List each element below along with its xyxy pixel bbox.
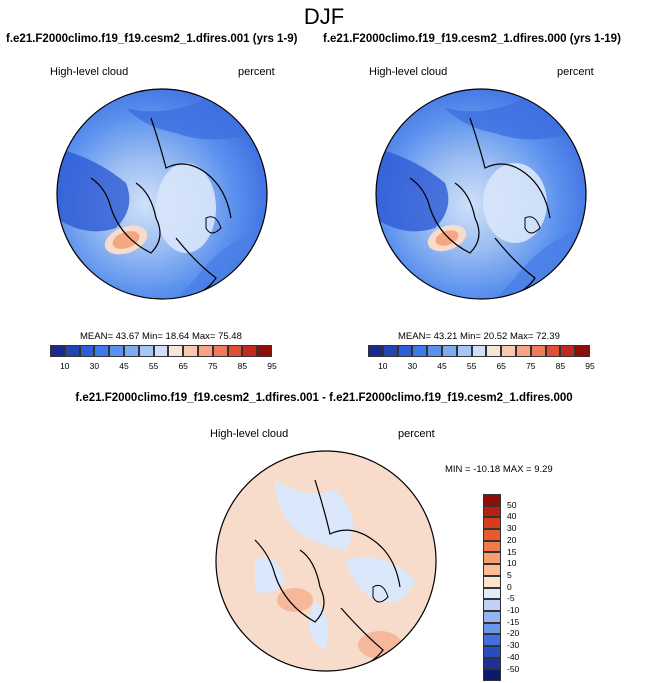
colorbar-tick-label: 55 bbox=[148, 361, 159, 371]
colorbar-swatch bbox=[483, 587, 501, 600]
colorbar-swatch bbox=[483, 540, 501, 553]
colorbar-swatch bbox=[382, 345, 398, 357]
colorbar-swatch bbox=[545, 345, 561, 357]
colorbar-swatch bbox=[483, 622, 501, 635]
colorbar-swatch bbox=[483, 634, 501, 646]
diff-variable-label: High-level cloud bbox=[210, 428, 289, 440]
colorbar-swatch bbox=[456, 345, 472, 357]
panel-1-units-label: percent bbox=[238, 66, 275, 78]
colorbar-tick-label: 30 bbox=[407, 361, 418, 371]
panel-2-case-title: f.e21.F2000climo.f19_f19.cesm2_1.dfires.… bbox=[323, 33, 621, 45]
colorbar-tick-label: -50 bbox=[507, 663, 520, 674]
diff-polar-map bbox=[215, 450, 437, 672]
panel-1-variable-label: High-level cloud bbox=[50, 66, 129, 78]
colorbar-swatch bbox=[483, 657, 501, 670]
colorbar-swatch bbox=[79, 345, 95, 357]
diff-colorbar bbox=[483, 494, 501, 681]
colorbar-tick-label: 45 bbox=[437, 361, 447, 371]
colorbar-tick-label: 45 bbox=[119, 361, 129, 371]
colorbar-tick-label: -30 bbox=[507, 640, 520, 651]
colorbar-tick-label: 15 bbox=[507, 546, 517, 557]
colorbar-swatch bbox=[397, 345, 413, 357]
colorbar-tick-label: 30 bbox=[507, 523, 517, 534]
colorbar-swatch bbox=[575, 345, 590, 357]
season-title: DJF bbox=[303, 4, 345, 29]
panel-2-stats: MEAN= 43.21 Min= 20.52 Max= 72.39 bbox=[398, 331, 560, 342]
colorbar-swatch bbox=[138, 345, 154, 357]
colorbar-swatch bbox=[530, 345, 546, 357]
panel-1-stats: MEAN= 43.67 Min= 18.64 Max= 75.48 bbox=[80, 331, 242, 342]
colorbar-swatch bbox=[483, 645, 501, 658]
colorbar-tick-label: -20 bbox=[507, 628, 520, 639]
panel-1-colorbar-ticks: 10 30 45 55 65 75 85 95 bbox=[50, 361, 277, 373]
panel-2-polar-map bbox=[375, 88, 587, 300]
colorbar-swatch bbox=[168, 345, 184, 357]
colorbar-swatch bbox=[153, 345, 169, 357]
colorbar-swatch bbox=[412, 345, 428, 357]
panel-1-polar-map bbox=[56, 88, 268, 300]
colorbar-swatch bbox=[212, 345, 228, 357]
colorbar-swatch bbox=[183, 345, 198, 357]
colorbar-tick-label: 65 bbox=[178, 361, 188, 371]
colorbar-tick-label: 75 bbox=[526, 361, 536, 371]
colorbar-tick-label: 50 bbox=[507, 499, 517, 510]
diff-title: f.e21.F2000climo.f19_f19.cesm2_1.dfires.… bbox=[75, 392, 573, 404]
colorbar-tick-label: -10 bbox=[507, 605, 520, 615]
colorbar-swatch bbox=[483, 552, 501, 565]
colorbar-tick-label: 95 bbox=[267, 361, 277, 371]
colorbar-swatch bbox=[560, 345, 576, 357]
colorbar-tick-label: 10 bbox=[60, 361, 70, 371]
colorbar-swatch bbox=[486, 345, 502, 357]
colorbar-tick-label: 20 bbox=[507, 534, 517, 545]
colorbar-tick-label: -40 bbox=[507, 651, 520, 662]
colorbar-swatch bbox=[197, 345, 213, 357]
colorbar-tick-label: -15 bbox=[507, 616, 520, 627]
colorbar-swatch bbox=[483, 564, 501, 576]
colorbar-swatch bbox=[501, 345, 516, 357]
colorbar-swatch bbox=[483, 494, 501, 506]
colorbar-swatch bbox=[227, 345, 243, 357]
colorbar-tick-label: 10 bbox=[507, 558, 517, 569]
colorbar-swatch bbox=[123, 345, 139, 357]
colorbar-tick-label: 5 bbox=[507, 569, 512, 580]
colorbar-swatch bbox=[483, 599, 501, 611]
colorbar-tick-label: 85 bbox=[237, 361, 248, 371]
colorbar-swatch bbox=[94, 345, 110, 357]
colorbar-swatch bbox=[483, 529, 501, 541]
panel-1-colorbar bbox=[50, 345, 272, 357]
colorbar-tick-label: 55 bbox=[466, 361, 477, 371]
panel-2-variable-label: High-level cloud bbox=[369, 66, 448, 78]
panel-2-colorbar bbox=[368, 345, 590, 357]
diff-colorbar-ticks: 50 40 30 20 15 10 5 0 -5 -10 -15 -20 -30 -40 -50 bbox=[507, 494, 537, 681]
panel-2-units-label: percent bbox=[557, 66, 594, 78]
diff-units-label: percent bbox=[398, 428, 435, 440]
colorbar-swatch bbox=[471, 345, 487, 357]
colorbar-swatch bbox=[427, 345, 442, 357]
colorbar-swatch bbox=[483, 517, 501, 530]
colorbar-tick-label: -5 bbox=[507, 593, 515, 604]
colorbar-swatch bbox=[483, 610, 501, 623]
colorbar-swatch bbox=[483, 575, 501, 588]
colorbar-tick-label: 85 bbox=[555, 361, 566, 371]
diff-stats: MIN = -10.18 MAX = 9.29 bbox=[445, 464, 553, 475]
colorbar-tick-label: 30 bbox=[89, 361, 100, 371]
colorbar-swatch bbox=[109, 345, 124, 357]
colorbar-swatch bbox=[257, 345, 272, 357]
panel-2-colorbar-ticks: 10 30 45 55 65 75 85 95 bbox=[368, 361, 595, 373]
colorbar-swatch bbox=[368, 345, 383, 357]
colorbar-tick-label: 75 bbox=[208, 361, 218, 371]
colorbar-tick-label: 40 bbox=[507, 511, 517, 522]
colorbar-swatch bbox=[483, 505, 501, 518]
colorbar-tick-label: 10 bbox=[378, 361, 388, 371]
colorbar-swatch bbox=[483, 669, 501, 681]
colorbar-swatch bbox=[50, 345, 65, 357]
panel-1-case-title: f.e21.F2000climo.f19_f19.cesm2_1.dfires.… bbox=[6, 33, 298, 45]
colorbar-swatch bbox=[64, 345, 80, 357]
colorbar-tick-label: 0 bbox=[507, 581, 512, 592]
colorbar-swatch bbox=[242, 345, 258, 357]
colorbar-swatch bbox=[515, 345, 531, 357]
colorbar-swatch bbox=[441, 345, 457, 357]
colorbar-tick-label: 95 bbox=[585, 361, 595, 371]
colorbar-tick-label: 65 bbox=[496, 361, 506, 371]
